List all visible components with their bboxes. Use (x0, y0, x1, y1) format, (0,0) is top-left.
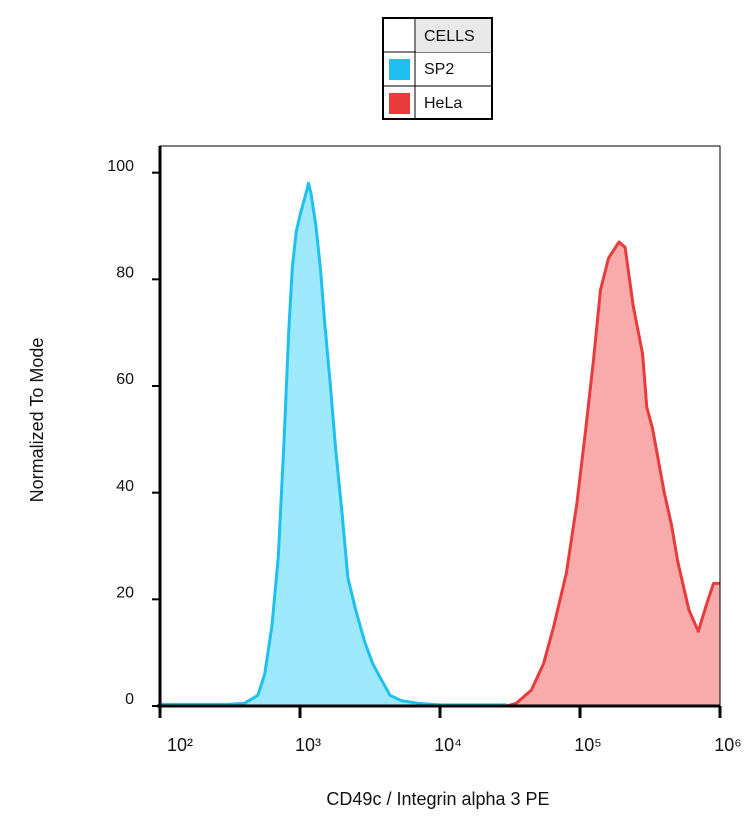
legend-label: HeLa (424, 95, 462, 112)
legend-swatch (389, 93, 410, 114)
y-tick-label: 20 (116, 585, 134, 602)
area-fill (160, 183, 507, 706)
legend: SP2 HeLa (389, 59, 462, 114)
y-tick-label: 60 (116, 371, 134, 388)
area-line (160, 181, 507, 707)
x-tick-label: 10⁵ (574, 735, 601, 755)
legend-title: CELLS (424, 28, 475, 45)
legend-header-bg (416, 19, 491, 52)
x-tick-label: 10² (167, 735, 193, 755)
y-tick-label: 100 (107, 158, 134, 175)
y-tick-label: 0 (125, 691, 134, 708)
y-tick-label: 80 (116, 265, 134, 282)
area-line (506, 240, 720, 708)
y-tick-label: 40 (116, 478, 134, 495)
x-tick-label: 10³ (295, 735, 321, 755)
legend-label: SP2 (424, 61, 454, 78)
y-axis-label: Normalized To Mode (27, 338, 47, 503)
x-tick-label: 10⁴ (434, 735, 462, 755)
legend-swatch (389, 59, 410, 80)
area-fill (506, 242, 720, 706)
x-axis-label: CD49c / Integrin alpha 3 PE (326, 789, 549, 809)
x-tick-label: 10⁶ (714, 735, 741, 755)
